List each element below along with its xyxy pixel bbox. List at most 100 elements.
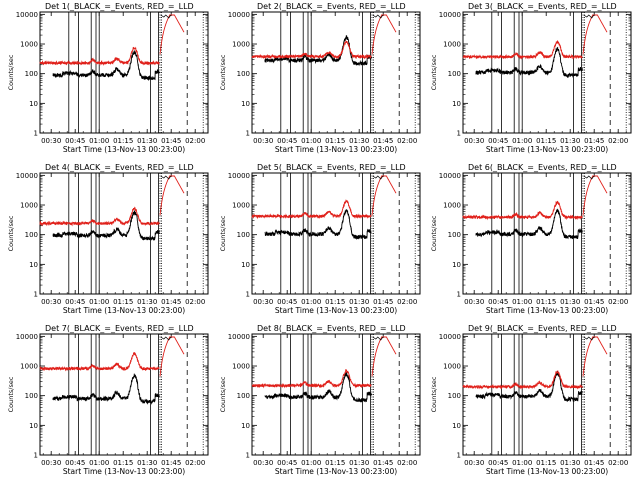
plot-frame	[251, 11, 421, 134]
x-axis-label: Start Time (13-Nov-13 00:23:00)	[275, 467, 397, 476]
x-tick-label: 01:15	[325, 137, 345, 145]
x-tick-label: 01:00	[301, 298, 321, 306]
detector-panel-7: Det 7(_BLACK_=_Events, RED_=_LLD 1 10 100 10…	[7, 324, 209, 476]
x-tick-label: 00:45	[488, 137, 508, 145]
events-series-line	[52, 373, 160, 405]
y-tick-label: 10	[29, 261, 38, 269]
y-tick-label: 100	[448, 70, 461, 78]
detector-panel-8: Det 8(_BLACK_=_Events, RED_=_LLD 1 10 100 10…	[219, 324, 421, 476]
x-axis-label: Start Time (13-Nov-13 00:23:00)	[63, 145, 185, 154]
y-tick-label: 10000	[439, 333, 461, 341]
x-tick-label: 01:00	[301, 137, 321, 145]
y-tick-label: 10000	[16, 333, 38, 341]
y-tick-label: 1000	[443, 363, 461, 371]
y-tick-label: 10	[241, 100, 250, 108]
x-tick-label: 00:45	[488, 459, 508, 467]
panel-title: Det 5(_BLACK_=_Events, RED_=_LLD	[257, 163, 406, 172]
x-tick-label: 01:00	[301, 459, 321, 467]
x-tick-label: 02:00	[397, 459, 417, 467]
y-tick-label: 10	[29, 100, 38, 108]
x-tick-label: 01:30	[137, 459, 157, 467]
y-tick-label: 10	[241, 261, 250, 269]
lld-series-line	[462, 175, 608, 221]
y-tick-label: 10	[29, 422, 38, 430]
x-tick-label: 00:45	[277, 137, 297, 145]
x-tick-label: 01:00	[512, 298, 532, 306]
x-tick-label: 01:00	[512, 459, 532, 467]
detector-panel-3: Det 3(_BLACK_=_Events, RED_=_LLD 1 10 100 10…	[430, 2, 632, 154]
x-axis-label: Start Time (13-Nov-13 00:23:00)	[63, 306, 185, 315]
events-series-line	[475, 208, 583, 240]
flare-marker-glyph	[160, 14, 172, 19]
x-tick-label: 02:00	[397, 298, 417, 306]
x-tick-label: 01:30	[349, 298, 369, 306]
flare-marker-glyph	[583, 175, 595, 180]
x-tick-label: 00:45	[65, 137, 85, 145]
x-tick-label: 02:00	[608, 137, 628, 145]
y-tick-label: 10000	[16, 11, 38, 19]
flare-marker-glyph	[372, 14, 384, 19]
y-tick-label: 1000	[232, 202, 250, 210]
x-tick-label: 01:30	[560, 459, 580, 467]
x-tick-label: 00:30	[41, 459, 61, 467]
lld-series-line	[462, 336, 608, 390]
plot-frame	[39, 11, 209, 134]
x-tick-label: 01:15	[113, 298, 133, 306]
lld-series-line	[251, 175, 397, 220]
y-tick-label: 1	[246, 130, 250, 138]
plot-frame	[39, 333, 209, 456]
x-tick-label: 02:00	[608, 298, 628, 306]
x-tick-label: 02:00	[185, 459, 205, 467]
x-tick-label: 01:15	[536, 459, 556, 467]
y-tick-label: 100	[448, 392, 461, 400]
events-series-line	[264, 209, 372, 241]
y-tick-label: 1	[34, 291, 38, 299]
y-axis-label: Counts/sec	[430, 215, 438, 251]
y-tick-label: 1000	[20, 363, 38, 371]
y-tick-label: 100	[25, 70, 38, 78]
y-tick-label: 100	[237, 392, 250, 400]
x-tick-label: 00:30	[464, 298, 484, 306]
x-tick-label: 02:00	[397, 137, 417, 145]
y-tick-label: 1	[457, 291, 461, 299]
y-tick-label: 1000	[20, 202, 38, 210]
x-tick-label: 01:15	[536, 137, 556, 145]
lld-series-line	[39, 175, 185, 227]
y-axis-label: Counts/sec	[430, 376, 438, 412]
y-axis-label: Counts/sec	[430, 54, 438, 90]
x-tick-label: 00:30	[253, 298, 273, 306]
x-tick-label: 01:15	[113, 459, 133, 467]
x-tick-label: 01:15	[113, 137, 133, 145]
panel-title: Det 8(_BLACK_=_Events, RED_=_LLD	[257, 324, 406, 333]
x-tick-label: 01:15	[325, 298, 345, 306]
panel-title: Det 3(_BLACK_=_Events, RED_=_LLD	[468, 2, 617, 11]
y-tick-label: 1000	[443, 41, 461, 49]
panel-title: Det 2(_BLACK_=_Events, RED_=_LLD	[257, 2, 406, 11]
detector-panel-1: Det 1(_BLACK_=_Events, RED_=_LLD 1 10 100 10…	[7, 2, 209, 154]
events-series-line	[52, 210, 160, 241]
y-axis-label: Counts/sec	[7, 54, 15, 90]
flare-marker-glyph	[160, 336, 172, 341]
x-tick-label: 01:45	[161, 137, 181, 145]
detector-panel-5: Det 5(_BLACK_=_Events, RED_=_LLD 1 10 100 10…	[219, 163, 421, 315]
x-tick-label: 01:30	[349, 137, 369, 145]
events-series-line	[475, 46, 583, 79]
events-series-line	[264, 34, 372, 67]
x-tick-label: 00:45	[65, 298, 85, 306]
x-axis-label: Start Time (13-Nov-13 00:23:00)	[63, 467, 185, 476]
x-tick-label: 01:30	[137, 298, 157, 306]
y-tick-label: 10	[241, 422, 250, 430]
detector-panel-9: Det 9(_BLACK_=_Events, RED_=_LLD 1 10 100 10…	[430, 324, 632, 476]
x-tick-label: 01:30	[349, 459, 369, 467]
x-tick-label: 00:30	[41, 298, 61, 306]
y-tick-label: 10	[452, 100, 461, 108]
y-tick-label: 100	[25, 392, 38, 400]
y-axis-label: Counts/sec	[219, 54, 227, 90]
events-series-line	[475, 370, 583, 403]
x-tick-label: 02:00	[608, 459, 628, 467]
y-tick-label: 100	[237, 231, 250, 239]
x-axis-label: Start Time (13-Nov-13 00:23:00)	[486, 306, 608, 315]
y-tick-label: 10000	[228, 172, 250, 180]
flare-marker-glyph	[372, 336, 384, 341]
